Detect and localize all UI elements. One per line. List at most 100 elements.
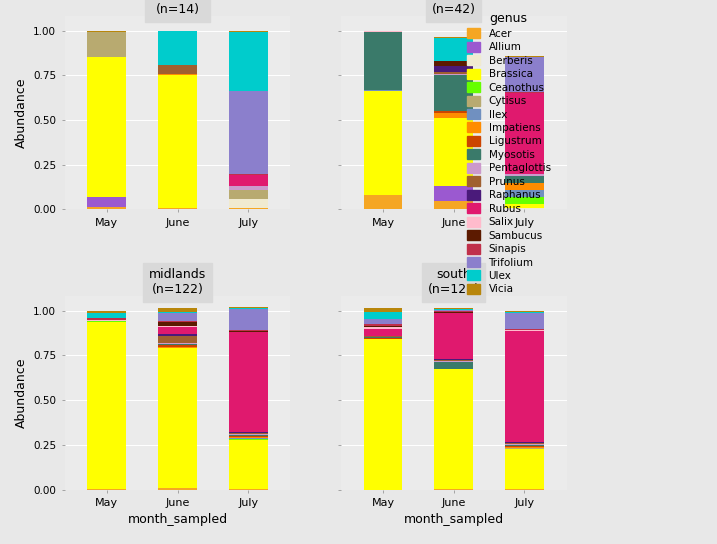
Bar: [229, 332, 267, 432]
Bar: [229, 307, 267, 308]
X-axis label: month_sampled: month_sampled: [128, 514, 227, 527]
Bar: [505, 204, 543, 208]
Bar: [435, 360, 473, 361]
Bar: [505, 449, 543, 489]
Bar: [229, 199, 267, 208]
Bar: [229, 438, 267, 441]
Bar: [364, 329, 402, 336]
Bar: [87, 489, 126, 490]
Bar: [364, 337, 402, 338]
Bar: [87, 30, 126, 33]
Title: south
(n=127): south (n=127): [427, 268, 480, 296]
Bar: [435, 186, 473, 201]
Bar: [435, 61, 473, 66]
Bar: [229, 436, 267, 437]
Bar: [158, 343, 197, 344]
Bar: [229, 441, 267, 489]
Bar: [229, 30, 267, 33]
Bar: [364, 339, 402, 490]
Bar: [158, 347, 197, 348]
Bar: [505, 55, 543, 57]
Bar: [158, 76, 197, 208]
Bar: [229, 435, 267, 436]
Legend: Acer, Allium, Berberis, Brassica, Ceanothus, Cytisus, Ilex, Impatiens, Ligustrum: Acer, Allium, Berberis, Brassica, Ceanot…: [462, 8, 555, 299]
Bar: [87, 318, 126, 320]
Bar: [364, 195, 402, 209]
Bar: [505, 446, 543, 447]
Bar: [158, 326, 197, 327]
Bar: [158, 348, 197, 488]
Bar: [505, 448, 543, 449]
Bar: [158, 344, 197, 345]
Bar: [505, 489, 543, 490]
Bar: [435, 313, 473, 359]
Bar: [158, 320, 197, 323]
Bar: [505, 176, 543, 183]
Bar: [435, 361, 473, 362]
Bar: [87, 33, 126, 58]
Bar: [229, 174, 267, 175]
Bar: [158, 488, 197, 490]
Bar: [87, 311, 126, 312]
Title: north
(n=42): north (n=42): [432, 0, 475, 16]
Bar: [87, 323, 126, 489]
Bar: [364, 338, 402, 339]
Bar: [87, 322, 126, 323]
Bar: [505, 331, 543, 442]
Bar: [505, 312, 543, 329]
Bar: [435, 359, 473, 360]
Bar: [229, 489, 267, 490]
Bar: [229, 434, 267, 435]
Bar: [505, 445, 543, 446]
Bar: [435, 66, 473, 72]
Bar: [435, 312, 473, 313]
Bar: [229, 190, 267, 199]
Bar: [229, 309, 267, 330]
Bar: [505, 447, 543, 448]
Bar: [229, 433, 267, 434]
Bar: [87, 58, 126, 197]
Bar: [435, 113, 473, 118]
Bar: [87, 320, 126, 322]
Bar: [505, 329, 543, 330]
Bar: [364, 312, 402, 319]
Bar: [505, 93, 543, 174]
Bar: [364, 90, 402, 91]
Bar: [158, 65, 197, 75]
Bar: [364, 327, 402, 329]
Bar: [229, 91, 267, 174]
Bar: [229, 308, 267, 309]
Bar: [435, 37, 473, 38]
Bar: [364, 324, 402, 326]
Bar: [505, 443, 543, 444]
Bar: [505, 311, 543, 312]
Bar: [229, 175, 267, 186]
Bar: [435, 489, 473, 490]
Bar: [435, 72, 473, 73]
Bar: [229, 432, 267, 433]
Bar: [435, 362, 473, 369]
Bar: [505, 183, 543, 190]
Bar: [435, 308, 473, 309]
Bar: [364, 308, 402, 312]
Bar: [364, 91, 402, 195]
Bar: [435, 311, 473, 312]
Y-axis label: Abundance: Abundance: [14, 358, 27, 428]
Bar: [87, 197, 126, 207]
Bar: [158, 336, 197, 343]
Bar: [364, 336, 402, 337]
X-axis label: month_sampled: month_sampled: [404, 514, 504, 527]
Bar: [158, 312, 197, 313]
Bar: [505, 174, 543, 176]
Bar: [364, 33, 402, 90]
Bar: [229, 186, 267, 190]
Bar: [364, 319, 402, 324]
Bar: [505, 330, 543, 331]
Bar: [505, 444, 543, 445]
Bar: [158, 334, 197, 336]
Bar: [158, 327, 197, 334]
Bar: [435, 309, 473, 310]
Bar: [505, 190, 543, 197]
Bar: [505, 92, 543, 93]
Bar: [158, 323, 197, 326]
